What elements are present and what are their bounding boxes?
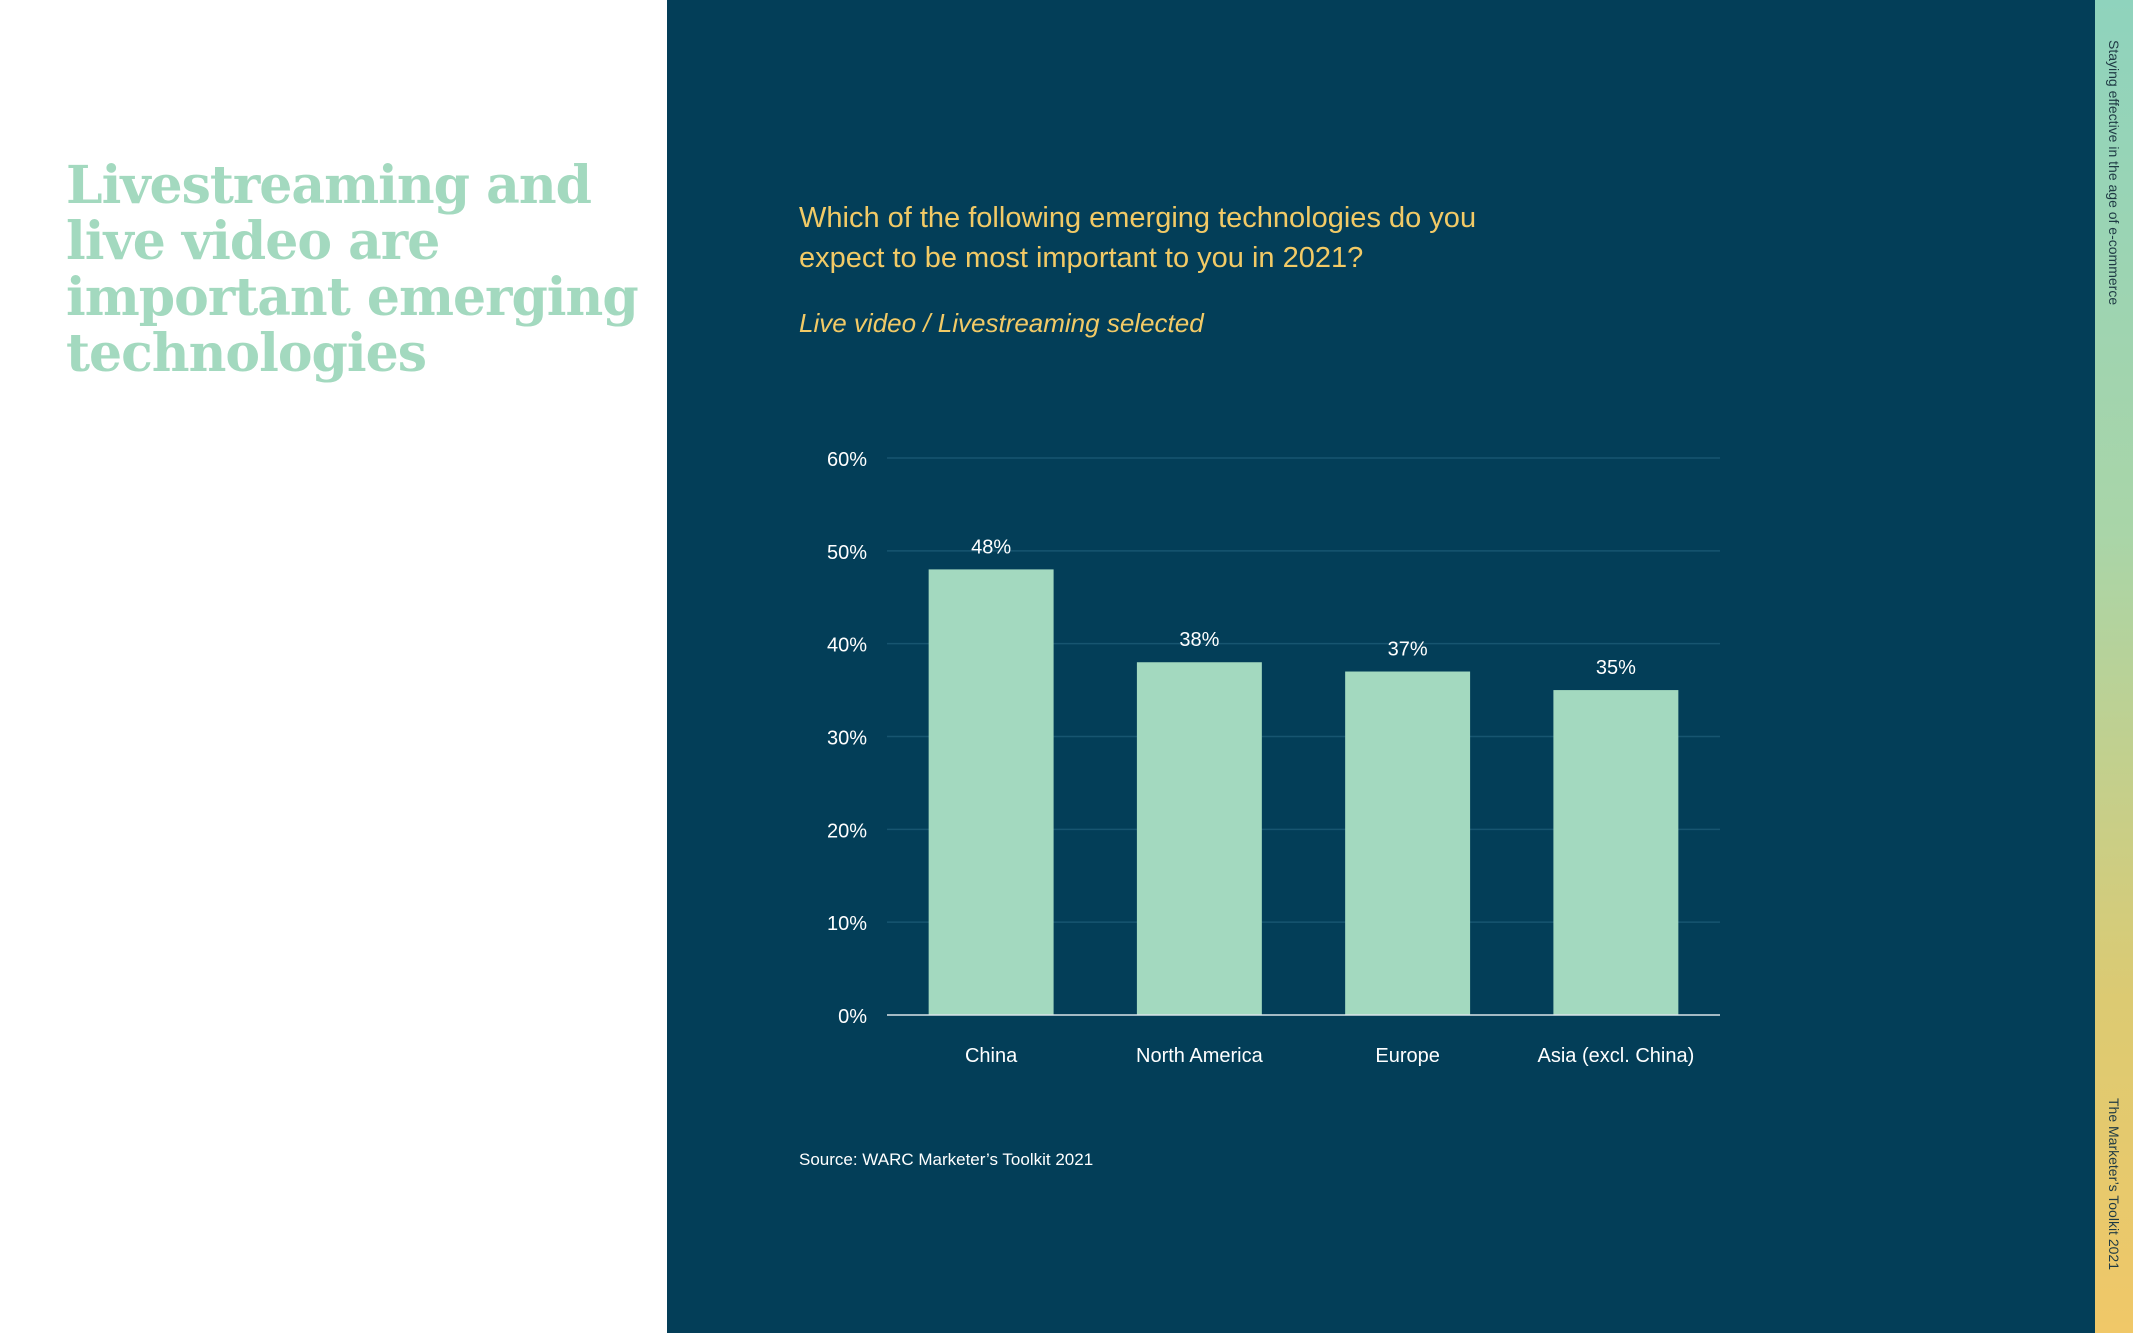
- y-tick-label: 0%: [838, 1006, 867, 1028]
- chart-question-line-2: expect to be most important to you in 20…: [799, 242, 1364, 274]
- chart-panel: Which of the following emerging technolo…: [667, 0, 2095, 1333]
- bar: [1136, 662, 1262, 1015]
- side-label-bottom: The Marketer’s Toolkit 2021: [2106, 1098, 2122, 1270]
- bar-value-label: 38%: [1179, 629, 1219, 651]
- left-panel: Livestreaming and live video are importa…: [0, 0, 667, 1333]
- bar-value-label: 48%: [971, 536, 1011, 558]
- bar-chart: 0% 10% 20% 30% 40% 50% 60% 48% China 38% North Ame…: [827, 449, 1720, 1067]
- bar: [1345, 671, 1471, 1015]
- side-strip: Staying effective in the age of e-commer…: [2095, 0, 2133, 1333]
- y-tick-label: 50%: [827, 542, 867, 564]
- bar-value-label: 35%: [1596, 657, 1636, 679]
- chart-question: Which of the following emerging technolo…: [799, 198, 1699, 278]
- y-tick-label: 10%: [827, 913, 867, 935]
- page-headline: Livestreaming and live video are importa…: [66, 155, 639, 384]
- x-category-label: North America: [1136, 1045, 1264, 1067]
- x-category-label: Asia (excl. China): [1538, 1045, 1695, 1067]
- y-tick-label: 20%: [827, 820, 867, 842]
- bar: [1553, 690, 1679, 1015]
- y-tick-label: 60%: [827, 449, 867, 471]
- bar-value-label: 37%: [1388, 639, 1428, 661]
- bar: [928, 569, 1054, 1015]
- chart-subtitle: Live video / Livestreaming selected: [799, 308, 1204, 338]
- chart-question-line-1: Which of the following emerging technolo…: [799, 202, 1477, 234]
- x-category-label: Europe: [1375, 1045, 1440, 1067]
- source-note: Source: WARC Marketer’s Toolkit 2021: [799, 1150, 1094, 1169]
- y-tick-label: 40%: [827, 635, 867, 657]
- y-tick-label: 30%: [827, 728, 867, 750]
- x-category-label: China: [965, 1045, 1018, 1067]
- side-label-top: Staying effective in the age of e-commer…: [2106, 40, 2122, 306]
